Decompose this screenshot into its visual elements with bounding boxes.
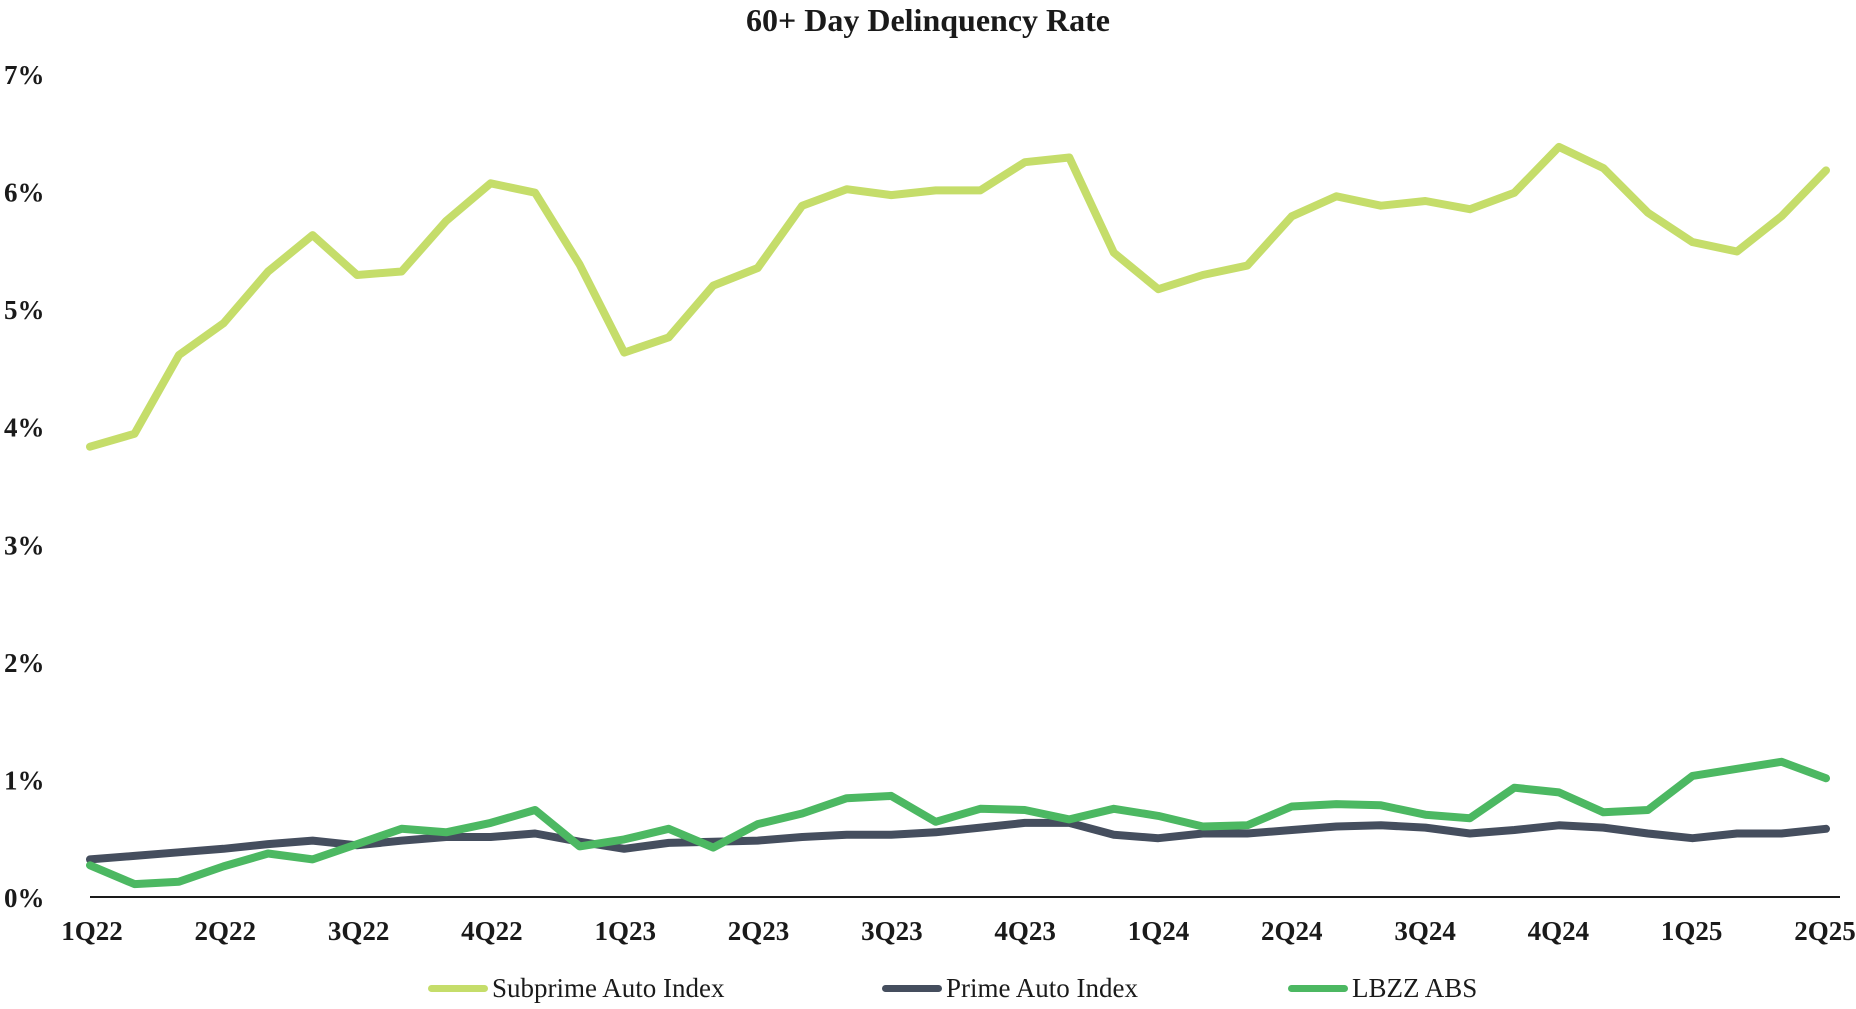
legend-label-prime: Prime Auto Index	[946, 973, 1138, 1004]
legend-item-subprime: Subprime Auto Index	[428, 968, 724, 1008]
legend: Subprime Auto Index Prime Auto Index LBZ…	[0, 968, 1856, 1008]
series-lines	[90, 147, 1826, 884]
y-axis-ticks: 0% 1% 2% 3% 4% 5% 6% 7%	[4, 60, 45, 913]
x-tick-label: 2Q25	[1794, 916, 1856, 946]
y-tick-label: 4%	[4, 413, 45, 443]
y-tick-label: 2%	[4, 648, 45, 678]
x-tick-label: 2Q24	[1261, 916, 1323, 946]
legend-item-lbzz: LBZZ ABS	[1288, 968, 1477, 1008]
x-tick-label: 1Q24	[1128, 916, 1190, 946]
legend-swatch-lbzz	[1288, 985, 1348, 992]
y-tick-label: 7%	[4, 60, 45, 90]
x-tick-label: 2Q23	[728, 916, 790, 946]
x-tick-label: 4Q23	[994, 916, 1056, 946]
y-tick-label: 0%	[4, 883, 45, 913]
x-tick-label: 3Q24	[1394, 916, 1456, 946]
y-tick-label: 3%	[4, 530, 45, 560]
series-line-prime-auto-index	[90, 823, 1826, 860]
x-tick-label: 3Q22	[328, 916, 390, 946]
x-tick-label: 4Q24	[1528, 916, 1590, 946]
x-tick-label: 3Q23	[861, 916, 923, 946]
x-tick-label: 2Q22	[195, 916, 257, 946]
x-tick-label: 1Q22	[61, 916, 123, 946]
legend-label-lbzz: LBZZ ABS	[1352, 973, 1477, 1004]
chart-plot-area: 0% 1% 2% 3% 4% 5% 6% 7% 1Q22 2Q22 3Q22 4Q22 1Q23 2Q2…	[0, 0, 1856, 1009]
legend-label-subprime: Subprime Auto Index	[492, 973, 724, 1004]
series-line-subprime-auto-index	[90, 147, 1826, 447]
x-tick-label: 4Q22	[461, 916, 523, 946]
legend-item-prime: Prime Auto Index	[882, 968, 1138, 1008]
x-tick-label: 1Q25	[1661, 916, 1723, 946]
legend-swatch-subprime	[428, 985, 488, 992]
y-tick-label: 1%	[4, 765, 45, 795]
y-tick-label: 6%	[4, 178, 45, 208]
x-axis-ticks: 1Q22 2Q22 3Q22 4Q22 1Q23 2Q23 3Q23 4Q23 1Q24 2Q24…	[61, 916, 1856, 946]
y-tick-label: 5%	[4, 295, 45, 325]
x-tick-label: 1Q23	[594, 916, 656, 946]
legend-swatch-prime	[882, 985, 942, 992]
